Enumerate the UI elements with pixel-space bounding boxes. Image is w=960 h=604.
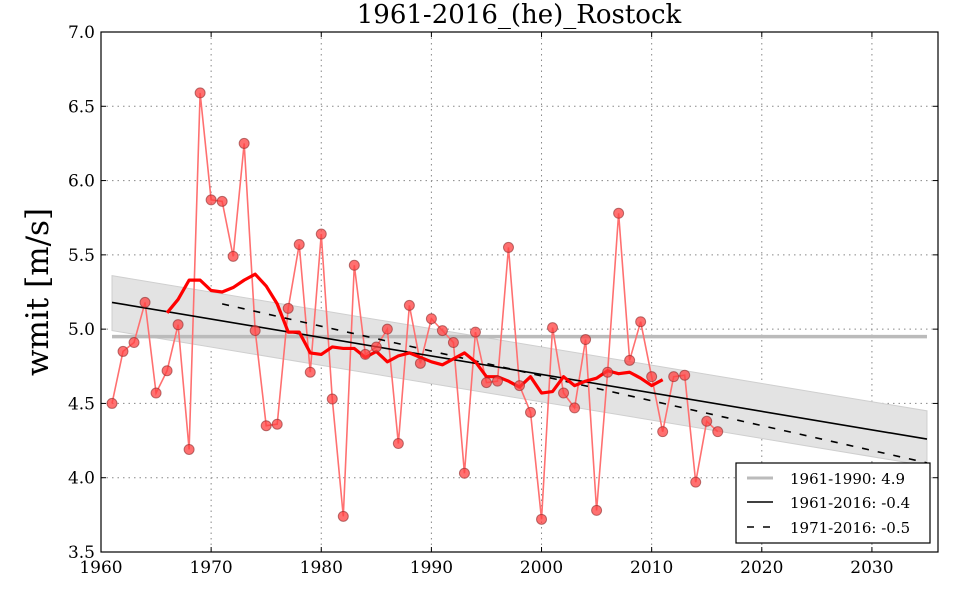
data-point [370, 341, 382, 353]
data-point [392, 438, 404, 450]
plot-frame [100, 31, 939, 553]
data-point [635, 316, 647, 328]
points [106, 87, 724, 525]
y-tick-label: 6.5 [68, 97, 95, 117]
x-tick-label: 2010 [630, 558, 673, 578]
y-tick-label: 4.0 [68, 469, 95, 489]
data-point [172, 319, 184, 331]
data-point [260, 420, 272, 432]
smoothed-series-line [165, 272, 664, 395]
data-point [381, 323, 393, 335]
legend-trend1961-label: 1961-2016: -0.4 [790, 494, 910, 512]
y-tick-label: 5.0 [68, 320, 95, 340]
ticks: 1960 1970 1980 1990 2000 2010 2020 2030 3.5 4.0 4.… [68, 23, 938, 578]
y-tick-label: 5.5 [68, 246, 95, 266]
data-point [150, 387, 162, 399]
data-point [657, 426, 669, 438]
data-point [580, 334, 592, 346]
data-point [558, 387, 570, 399]
data-point [139, 296, 151, 308]
data-point [271, 418, 283, 430]
data-point [602, 366, 614, 378]
data-point [458, 467, 470, 479]
y-axis-label: wmit [m/s] [20, 208, 56, 376]
data-point [304, 366, 316, 378]
x-tick-label: 1980 [300, 558, 343, 578]
data-point [194, 87, 206, 99]
data-point [624, 354, 636, 366]
legend-mean-label: 1961-1990: 4.9 [790, 470, 905, 488]
data-point [514, 380, 525, 392]
data-point [547, 322, 559, 334]
data-point [425, 313, 437, 325]
data-point [326, 393, 338, 405]
data-point [161, 365, 173, 377]
data-point [646, 371, 658, 383]
data-point [337, 510, 349, 522]
data-point [315, 228, 327, 240]
data-point [359, 348, 371, 360]
data-point [525, 406, 537, 418]
x-tick-label: 2020 [740, 558, 783, 578]
data-point [712, 426, 724, 438]
y-tick-label: 3.5 [68, 543, 95, 563]
data-point [238, 137, 250, 149]
data-point [569, 402, 581, 414]
data-point [282, 302, 294, 314]
y-tick-label: 6.0 [68, 172, 95, 192]
data-point [183, 443, 195, 455]
data-point [480, 377, 492, 389]
data-point [436, 325, 448, 337]
x-tick-label: 2030 [850, 558, 893, 578]
chart-title: 1961-2016_(he)_Rostock [357, 0, 682, 30]
y-tick-label: 4.5 [68, 394, 95, 414]
data-point [227, 250, 239, 262]
data-point [469, 326, 481, 338]
data-point [348, 259, 360, 271]
data-point [106, 397, 118, 409]
x-tick-label: 1960 [79, 558, 122, 578]
data-point [447, 337, 459, 349]
data-point [668, 371, 680, 383]
data-point [536, 513, 548, 525]
x-tick-label: 1990 [410, 558, 453, 578]
data-point [216, 195, 228, 207]
data-point [249, 325, 261, 337]
data-point [293, 238, 305, 250]
y-tick-label: 7.0 [68, 23, 95, 43]
data-point [491, 375, 503, 387]
data-point [613, 207, 625, 219]
x-tick-label: 1970 [189, 558, 232, 578]
legend-trend1971-label: 1971-2016: -0.5 [790, 519, 910, 537]
data-point [701, 415, 713, 427]
data-point [502, 241, 514, 253]
data-point [690, 476, 702, 488]
legend-box [735, 462, 931, 544]
data-point [205, 194, 217, 206]
data-point [403, 299, 415, 311]
legend: 1961-1990: 4.9 1961-2016: -0.4 1971-2016… [735, 462, 931, 544]
data-point [117, 345, 129, 357]
data-point [679, 369, 691, 381]
data-point [591, 504, 603, 516]
data-point [414, 357, 426, 369]
data-point [128, 337, 140, 349]
x-tick-label: 2000 [520, 558, 563, 578]
